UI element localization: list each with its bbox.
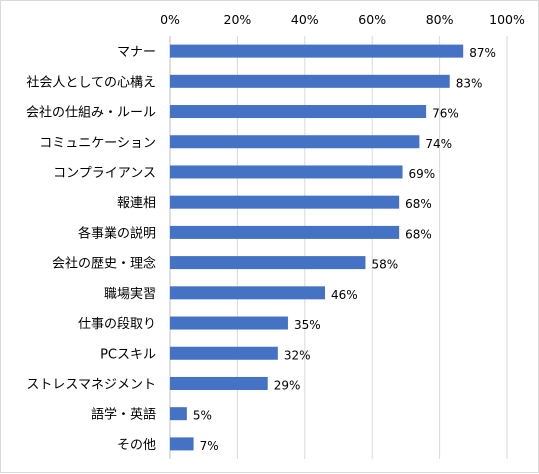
bar (170, 105, 427, 119)
x-tick-label: 100% (489, 12, 525, 27)
x-tick-label: 0% (160, 12, 180, 27)
x-tick-label: 20% (224, 12, 252, 27)
bar (170, 195, 400, 209)
data-label: 83% (456, 76, 483, 90)
bar (170, 437, 194, 451)
category-labels: マナー社会人としての心構え会社の仕組み・ルールコミュニケーションコンプライアンス… (26, 45, 156, 453)
bar (170, 44, 464, 58)
data-label: 32% (284, 348, 311, 362)
category-label: 仕事の段取り (78, 317, 156, 332)
category-label: 各事業の説明 (78, 225, 156, 241)
bar (170, 346, 278, 360)
category-label: PCスキル (100, 347, 156, 362)
x-tick-label: 40% (291, 12, 319, 27)
grid-lines (169, 36, 508, 459)
category-label: 会社の仕組み・ルール (26, 105, 156, 121)
bar (170, 376, 268, 390)
bar (170, 316, 288, 330)
category-label: その他 (117, 438, 156, 453)
data-label: 87% (469, 46, 496, 60)
category-label: 報連相 (117, 196, 156, 211)
data-label: 58% (371, 258, 398, 272)
data-label: 5% (193, 409, 212, 423)
bar (170, 74, 450, 88)
data-label: 29% (274, 378, 301, 392)
category-label: コミュニケーション (39, 136, 156, 151)
data-label: 76% (432, 107, 459, 121)
category-label: 語学・英語 (91, 407, 156, 423)
x-axis-ticks: 0% 20% 40% 60% 80% 100% (160, 12, 525, 27)
bars (170, 44, 464, 451)
data-label: 68% (405, 197, 432, 211)
data-label: 69% (409, 167, 436, 181)
bar (170, 286, 326, 300)
data-label: 7% (200, 439, 219, 453)
data-label: 46% (331, 288, 358, 302)
category-label: 社会人としての心構え (26, 74, 156, 90)
bar (170, 225, 400, 239)
x-tick-label: 80% (426, 12, 454, 27)
bar (170, 407, 187, 421)
bar (170, 135, 420, 149)
category-label: マナー (117, 45, 156, 60)
category-label: 職場実習 (104, 286, 156, 302)
data-labels: 87% 83% 76% 74% 69% 68% 68% 58% 46% 35% 32% 29% 5% 7% (193, 46, 496, 453)
category-label: 会社の歴史・理念 (52, 256, 156, 272)
bar (170, 256, 366, 270)
bar (170, 165, 403, 179)
data-label: 74% (425, 137, 452, 151)
data-label: 68% (405, 227, 432, 241)
data-label: 35% (294, 318, 321, 332)
category-label: ストレスマネジメント (26, 377, 156, 392)
category-label: コンプライアンス (53, 166, 156, 181)
x-tick-label: 60% (358, 12, 386, 27)
